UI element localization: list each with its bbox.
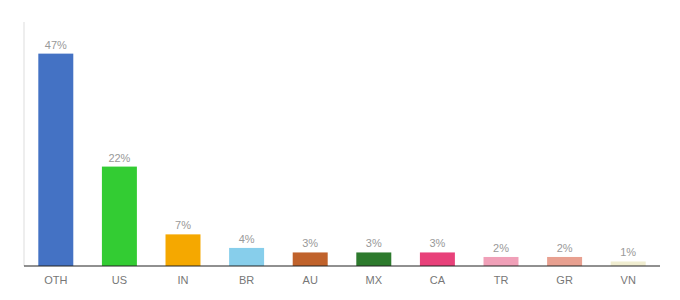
bar <box>229 248 264 266</box>
x-axis-line <box>24 265 660 266</box>
bar <box>611 261 646 266</box>
y-axis-line <box>24 22 25 266</box>
data-label: 7% <box>175 219 191 231</box>
data-label: 3% <box>429 237 445 249</box>
data-label: 3% <box>302 237 318 249</box>
x-tick-label: AU <box>303 274 318 286</box>
x-tick-label: IN <box>178 274 189 286</box>
x-tick-label: US <box>112 274 127 286</box>
chart: 47% 22% 7% 4% 3% 3% 3% 2% 2% 1% OTH US IN BR AU MX CA TR G… <box>0 0 680 300</box>
bar <box>166 234 201 266</box>
x-tick-label: MX <box>366 274 383 286</box>
x-tick-label: GR <box>556 274 573 286</box>
x-tick-label: TR <box>494 274 509 286</box>
bar <box>38 54 73 266</box>
bar <box>102 167 137 266</box>
data-label: 2% <box>557 242 573 254</box>
bar <box>547 257 582 266</box>
bars <box>38 54 645 266</box>
data-label: 47% <box>45 39 67 51</box>
data-label: 1% <box>620 246 636 258</box>
x-tick-label: BR <box>239 274 254 286</box>
data-label: 4% <box>239 233 255 245</box>
bar <box>293 252 328 266</box>
data-label: 22% <box>108 152 130 164</box>
bar <box>356 252 391 266</box>
data-label: 3% <box>366 237 382 249</box>
x-tick-label: VN <box>621 274 636 286</box>
x-tick-label: OTH <box>44 274 67 286</box>
chart-container: 47% 22% 7% 4% 3% 3% 3% 2% 2% 1% OTH US IN BR AU MX CA TR G… <box>0 0 680 300</box>
bar <box>484 257 519 266</box>
data-label: 2% <box>493 242 509 254</box>
x-tick-label: CA <box>430 274 446 286</box>
bar <box>420 252 455 266</box>
